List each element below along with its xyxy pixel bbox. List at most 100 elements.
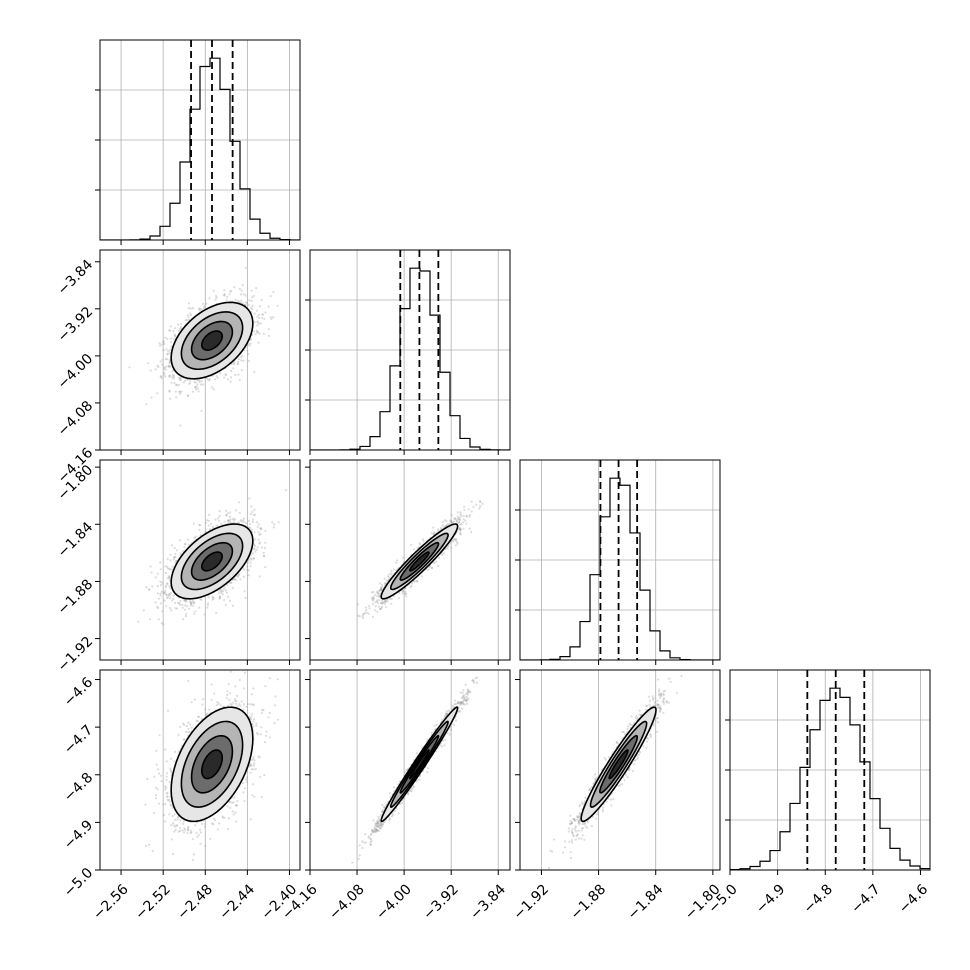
scatter-point xyxy=(383,577,386,580)
scatter-point xyxy=(192,604,195,607)
scatter-point xyxy=(246,565,249,568)
contour-line xyxy=(190,320,234,361)
scatter-point xyxy=(252,557,255,560)
scatter-point xyxy=(169,592,172,595)
scatter-point xyxy=(156,606,159,610)
scatter-point xyxy=(264,541,267,544)
contour-line xyxy=(200,551,224,572)
scatter-point xyxy=(430,566,433,570)
scatter-point xyxy=(264,546,267,550)
scatter-point xyxy=(362,616,365,620)
scatter-point xyxy=(163,366,166,369)
scatter-point xyxy=(165,593,168,596)
scatter-point xyxy=(170,568,174,571)
scatter-point xyxy=(195,385,198,388)
scatter-point xyxy=(255,548,258,551)
scatter-point xyxy=(258,305,262,308)
scatter-point xyxy=(228,520,231,523)
scatter-point xyxy=(163,371,166,374)
scatter-point xyxy=(378,607,382,611)
scatter-point xyxy=(179,603,182,606)
scatter-point xyxy=(173,555,176,558)
scatter-point xyxy=(240,356,243,359)
scatter-point xyxy=(215,296,218,299)
scatter-point xyxy=(226,295,229,298)
scatter-point xyxy=(194,381,197,384)
scatter-point xyxy=(218,595,221,598)
scatter-point xyxy=(437,528,440,531)
scatter-point xyxy=(166,352,169,356)
scatter-point xyxy=(276,304,279,307)
scatter-point xyxy=(169,587,172,590)
scatter-point xyxy=(198,606,201,609)
scatter-point xyxy=(232,586,235,590)
scatter-point xyxy=(237,501,241,504)
scatter-point xyxy=(252,330,255,333)
contour-line xyxy=(180,532,244,591)
scatter-point xyxy=(183,542,186,546)
scatter-point xyxy=(184,319,187,322)
scatter-point xyxy=(245,522,248,525)
scatter-point xyxy=(242,517,245,520)
y-tick-label: −1.84 xyxy=(55,519,97,561)
scatter-point xyxy=(228,599,231,603)
scatter-point xyxy=(248,344,251,347)
histogram-bars xyxy=(100,57,300,240)
scatter-point xyxy=(166,557,169,561)
scatter-point xyxy=(238,573,241,576)
scatter-point xyxy=(202,383,205,386)
scatter-point xyxy=(163,592,166,595)
scatter-point xyxy=(137,620,140,623)
scatter-point xyxy=(188,600,191,603)
scatter-point xyxy=(223,293,226,296)
scatter-point xyxy=(458,528,461,531)
scatter-point xyxy=(196,383,199,386)
scatter-point xyxy=(454,539,457,542)
scatter-point xyxy=(247,352,250,355)
scatter-point xyxy=(272,526,275,529)
scatter-point xyxy=(255,521,258,524)
scatter-point xyxy=(269,316,272,319)
scatter-point xyxy=(227,378,230,381)
scatter-point xyxy=(239,519,242,522)
scatter-point xyxy=(169,365,172,368)
scatter-point xyxy=(246,568,249,572)
scatter-point xyxy=(200,308,203,311)
density-level xyxy=(201,552,223,571)
scatter-point xyxy=(161,610,164,613)
scatter-point xyxy=(432,526,435,529)
scatter-point xyxy=(212,597,215,600)
scatter-point xyxy=(175,559,178,563)
scatter-point xyxy=(271,521,274,524)
scatter-point xyxy=(191,600,195,603)
scatter-point xyxy=(168,585,171,588)
scatter-point xyxy=(226,519,229,523)
scatter-point xyxy=(168,351,171,354)
scatter-point xyxy=(273,523,276,526)
scatter-point xyxy=(223,289,226,292)
scatter-point xyxy=(173,556,176,559)
scatter-point xyxy=(160,343,163,346)
scatter-point xyxy=(242,575,245,578)
scatter-point xyxy=(167,365,171,368)
scatter-point xyxy=(229,380,232,383)
scatter-point xyxy=(397,592,401,595)
scatter-point xyxy=(249,338,252,341)
scatter-point xyxy=(460,514,463,517)
scatter-point xyxy=(263,317,266,320)
scatter-point xyxy=(185,318,188,322)
scatter-point xyxy=(267,305,270,308)
scatter-point xyxy=(211,596,214,599)
scatter-point xyxy=(156,605,159,608)
scatter-point xyxy=(250,557,253,560)
scatter-point xyxy=(169,559,172,562)
scatter-point xyxy=(159,592,162,595)
scatter-point xyxy=(462,521,465,524)
scatter-point xyxy=(379,607,382,611)
scatter-point xyxy=(253,545,256,548)
scatter-point xyxy=(161,363,164,366)
scatter-point xyxy=(212,388,215,391)
scatter-point xyxy=(233,286,236,289)
scatter-point xyxy=(227,519,230,522)
scatter-point xyxy=(194,386,197,389)
